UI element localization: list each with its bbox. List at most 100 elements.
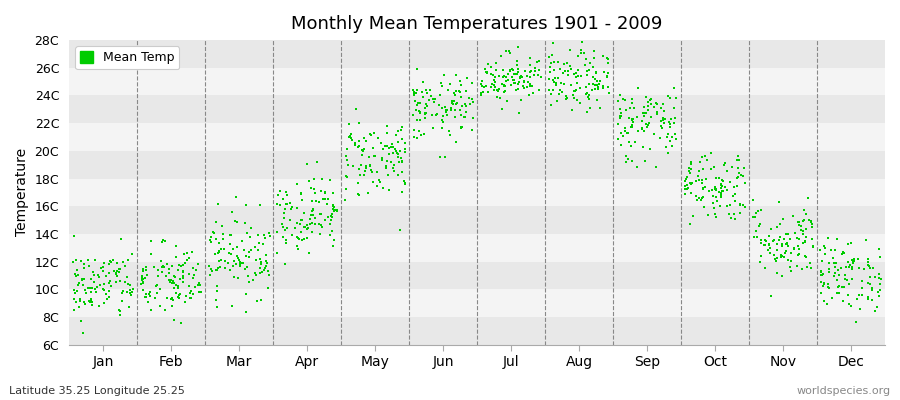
Point (135, 274, 149, 281)
Point (817, 280, 832, 286)
Point (390, 150, 404, 156)
Point (228, 218, 242, 224)
Point (407, 126, 421, 133)
Point (860, 295, 875, 301)
Point (738, 180, 752, 187)
Point (172, 262, 186, 269)
Point (663, 121, 678, 128)
Point (865, 284, 879, 291)
Point (714, 190, 728, 196)
Point (102, 288, 116, 294)
Point (124, 251, 139, 258)
Point (614, 142, 628, 148)
Point (639, 121, 653, 127)
Point (479, 69, 493, 76)
Point (271, 192, 285, 198)
Point (717, 162, 732, 168)
Point (124, 288, 139, 295)
Point (586, 74, 600, 80)
Bar (69, 40, 885, 68)
Point (81, 256, 95, 263)
Point (778, 250, 792, 256)
Point (136, 276, 150, 282)
Point (262, 272, 276, 278)
Point (311, 198, 326, 205)
Point (465, 96, 480, 102)
Point (112, 268, 126, 275)
Point (192, 289, 206, 295)
Point (240, 273, 255, 279)
Point (466, 99, 481, 106)
Point (845, 266, 859, 272)
Point (99, 291, 113, 297)
Point (138, 274, 152, 281)
Point (453, 89, 467, 95)
Point (664, 134, 679, 141)
Point (680, 176, 694, 182)
Point (435, 125, 449, 131)
Point (601, 60, 616, 66)
Point (276, 196, 291, 202)
Point (223, 232, 238, 238)
Point (270, 250, 284, 257)
Point (792, 219, 806, 226)
Point (735, 202, 750, 208)
Point (621, 130, 635, 136)
Point (573, 84, 588, 91)
Point (753, 252, 768, 259)
Point (297, 224, 311, 230)
Point (590, 70, 604, 76)
Point (566, 87, 580, 94)
Point (560, 94, 574, 101)
Point (365, 178, 380, 185)
Point (641, 107, 655, 114)
Point (831, 284, 845, 290)
Point (851, 256, 866, 263)
Point (488, 73, 502, 80)
Point (708, 214, 723, 220)
Point (873, 280, 887, 287)
Point (617, 128, 632, 135)
Point (165, 303, 179, 309)
Point (212, 249, 226, 256)
Point (770, 270, 784, 276)
Point (259, 260, 274, 266)
Point (202, 272, 217, 278)
Point (733, 201, 747, 207)
Point (344, 134, 358, 141)
Point (322, 177, 337, 184)
Point (232, 263, 247, 270)
Point (242, 254, 256, 260)
Point (454, 94, 469, 100)
Point (526, 90, 540, 96)
Point (397, 178, 411, 184)
Point (787, 245, 801, 252)
Point (379, 163, 393, 169)
Point (76, 276, 91, 282)
Point (843, 240, 858, 246)
Point (865, 287, 879, 293)
Point (440, 107, 454, 114)
Point (410, 106, 424, 113)
Point (834, 251, 849, 257)
Point (551, 75, 565, 82)
Point (239, 291, 254, 298)
Point (503, 67, 517, 73)
Point (862, 280, 877, 287)
Point (409, 90, 423, 96)
Point (454, 82, 468, 88)
Point (639, 110, 653, 116)
Point (575, 39, 590, 45)
Point (253, 264, 267, 271)
Point (144, 306, 158, 313)
Point (523, 54, 537, 61)
Point (726, 211, 741, 217)
Point (235, 238, 249, 244)
Point (162, 266, 176, 272)
Point (775, 216, 789, 222)
Point (435, 105, 449, 111)
Point (447, 98, 462, 104)
Point (758, 237, 772, 244)
Point (653, 118, 668, 124)
Point (730, 175, 744, 181)
